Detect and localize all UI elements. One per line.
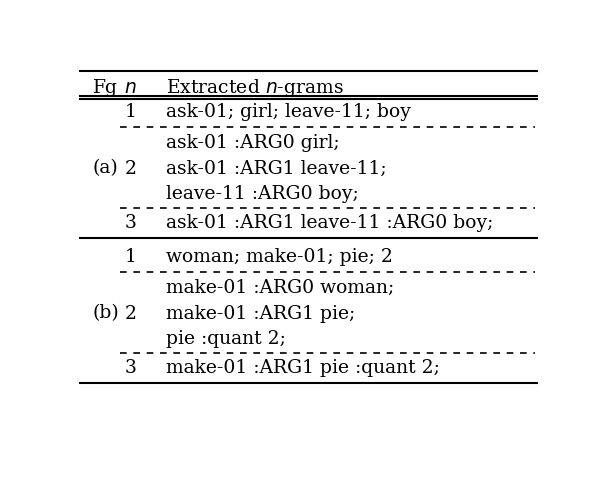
Text: ask-01 :ARG0 girl;: ask-01 :ARG0 girl;: [166, 134, 340, 151]
Text: 2: 2: [124, 305, 136, 323]
Text: Fg: Fg: [93, 79, 118, 97]
Text: make-01 :ARG1 pie;: make-01 :ARG1 pie;: [166, 305, 355, 323]
Text: 3: 3: [125, 213, 136, 231]
Text: (a): (a): [93, 159, 119, 177]
Text: ask-01 :ARG1 leave-11;: ask-01 :ARG1 leave-11;: [166, 160, 387, 178]
Text: (b): (b): [93, 304, 120, 322]
Text: woman; make-01; pie; 2: woman; make-01; pie; 2: [166, 248, 393, 266]
Text: 2: 2: [124, 160, 136, 178]
Text: $n$: $n$: [124, 79, 137, 97]
Text: leave-11 :ARG0 boy;: leave-11 :ARG0 boy;: [166, 184, 359, 202]
Text: make-01 :ARG0 woman;: make-01 :ARG0 woman;: [166, 279, 394, 297]
Text: ask-01 :ARG1 leave-11 :ARG0 boy;: ask-01 :ARG1 leave-11 :ARG0 boy;: [166, 213, 494, 231]
Text: ask-01; girl; leave-11; boy: ask-01; girl; leave-11; boy: [166, 103, 411, 121]
Text: Extracted $n$-grams: Extracted $n$-grams: [166, 77, 344, 99]
Text: 1: 1: [125, 103, 136, 121]
Text: 1: 1: [125, 248, 136, 266]
Text: make-01 :ARG1 pie :quant 2;: make-01 :ARG1 pie :quant 2;: [166, 359, 440, 377]
Text: 3: 3: [125, 359, 136, 377]
Text: pie :quant 2;: pie :quant 2;: [166, 330, 286, 348]
